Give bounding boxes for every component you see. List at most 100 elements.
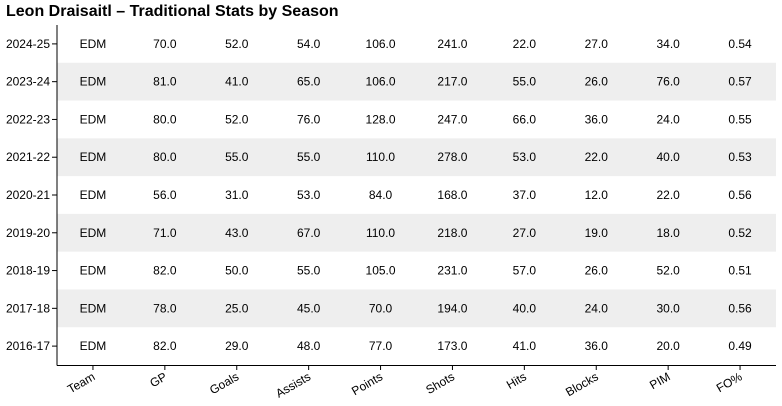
cell-2024-25-fo: 0.54 (728, 37, 752, 51)
cell-2021-22-fo: 0.53 (728, 150, 752, 164)
cell-2021-22-assists: 55.0 (297, 150, 321, 164)
x-axis: Team GP Goals Assists Points Shots Hits Blocks P… (57, 365, 776, 401)
cell-2023-24-gp: 81.0 (153, 75, 177, 89)
cell-2017-18-points: 70.0 (369, 301, 393, 315)
row-stripe-2019-20 (57, 213, 776, 252)
cell-2019-20-team: EDM (80, 226, 107, 240)
cell-2019-20-blocks: 19.0 (585, 226, 609, 240)
cell-2016-17-shots: 173.0 (437, 339, 467, 353)
x-tick-label-team: Team (65, 369, 97, 396)
cell-2016-17-gp: 82.0 (153, 339, 177, 353)
cell-2022-23-goals: 52.0 (225, 112, 249, 126)
cell-2019-20-assists: 67.0 (297, 226, 321, 240)
cell-2018-19-team: EDM (80, 264, 107, 278)
cell-2020-21-assists: 53.0 (297, 188, 321, 202)
cell-2018-19-gp: 82.0 (153, 264, 177, 278)
table-cells: EDM 70.0 52.0 54.0 106.0 241.0 22.0 27.0 34.0 0.5… (80, 37, 752, 353)
cell-2020-21-points: 84.0 (369, 188, 393, 202)
x-tick-label-goals: Goals (207, 369, 241, 397)
cell-2023-24-hits: 55.0 (513, 75, 537, 89)
cell-2021-22-pim: 40.0 (656, 150, 680, 164)
cell-2023-24-points: 106.0 (366, 75, 396, 89)
row-stripe-2021-22 (57, 138, 776, 177)
x-tick-label-blocks: Blocks (563, 369, 601, 399)
cell-2022-23-blocks: 36.0 (585, 112, 609, 126)
cell-2021-22-hits: 53.0 (513, 150, 537, 164)
cell-2024-25-hits: 22.0 (513, 37, 537, 51)
x-tick-label-points: Points (349, 369, 385, 398)
cell-2016-17-goals: 29.0 (225, 339, 249, 353)
cell-2018-19-assists: 55.0 (297, 264, 321, 278)
cell-2021-22-team: EDM (80, 150, 107, 164)
cell-2016-17-blocks: 36.0 (585, 339, 609, 353)
cell-2020-21-gp: 56.0 (153, 188, 177, 202)
cell-2019-20-pim: 18.0 (656, 226, 680, 240)
cell-2022-23-points: 128.0 (366, 112, 396, 126)
cell-2018-19-blocks: 26.0 (585, 264, 609, 278)
cell-2019-20-fo: 0.52 (728, 226, 752, 240)
row-stripe-2023-24 (57, 62, 776, 101)
cell-2019-20-shots: 218.0 (437, 226, 467, 240)
cell-2018-19-pim: 52.0 (656, 264, 680, 278)
cell-2024-25-blocks: 27.0 (585, 37, 609, 51)
cell-2020-21-shots: 168.0 (437, 188, 467, 202)
x-tick-label-gp: GP (147, 369, 169, 390)
cell-2020-21-team: EDM (80, 188, 107, 202)
y-tick-label-2022-23: 2022-23 (6, 112, 50, 126)
cell-2024-25-shots: 241.0 (437, 37, 467, 51)
cell-2022-23-hits: 66.0 (513, 112, 537, 126)
cell-2022-23-assists: 76.0 (297, 112, 321, 126)
cell-2023-24-assists: 65.0 (297, 75, 321, 89)
cell-2023-24-team: EDM (80, 75, 107, 89)
cell-2018-19-shots: 231.0 (437, 264, 467, 278)
cell-2024-25-team: EDM (80, 37, 107, 51)
cell-2016-17-points: 77.0 (369, 339, 393, 353)
cell-2024-25-pim: 34.0 (656, 37, 680, 51)
row-stripes (57, 62, 776, 328)
cell-2021-22-points: 110.0 (366, 150, 395, 164)
cell-2020-21-hits: 37.0 (513, 188, 537, 202)
cell-2021-22-blocks: 22.0 (585, 150, 609, 164)
y-tick-label-2023-24: 2023-24 (6, 75, 50, 89)
cell-2017-18-goals: 25.0 (225, 301, 249, 315)
cell-2023-24-fo: 0.57 (728, 75, 752, 89)
cell-2024-25-gp: 70.0 (153, 37, 177, 51)
cell-2016-17-hits: 41.0 (513, 339, 537, 353)
y-tick-label-2016-17: 2016-17 (6, 339, 50, 353)
cell-2020-21-blocks: 12.0 (585, 188, 609, 202)
cell-2021-22-shots: 278.0 (437, 150, 467, 164)
y-tick-label-2017-18: 2017-18 (6, 301, 50, 315)
cell-2024-25-assists: 54.0 (297, 37, 321, 51)
cell-2023-24-blocks: 26.0 (585, 75, 609, 89)
cell-2017-18-fo: 0.56 (728, 301, 752, 315)
cell-2021-22-gp: 80.0 (153, 150, 177, 164)
cell-2018-19-points: 105.0 (366, 264, 396, 278)
cell-2017-18-team: EDM (80, 301, 107, 315)
cell-2020-21-pim: 22.0 (656, 188, 680, 202)
cell-2017-18-gp: 78.0 (153, 301, 177, 315)
cell-2022-23-shots: 247.0 (437, 112, 467, 126)
cell-2023-24-goals: 41.0 (225, 75, 249, 89)
x-tick-label-fo: FO% (714, 369, 745, 395)
x-tick-label-shots: Shots (423, 369, 457, 396)
cell-2022-23-team: EDM (80, 112, 107, 126)
cell-2019-20-hits: 27.0 (513, 226, 537, 240)
cell-2018-19-goals: 50.0 (225, 264, 249, 278)
cell-2019-20-gp: 71.0 (153, 226, 177, 240)
cell-2016-17-assists: 48.0 (297, 339, 321, 353)
y-tick-label-2021-22: 2021-22 (6, 150, 50, 164)
row-stripe-2017-18 (57, 289, 776, 328)
y-tick-label-2018-19: 2018-19 (6, 264, 50, 278)
x-tick-label-pim: PIM (647, 369, 672, 392)
cell-2017-18-pim: 30.0 (656, 301, 680, 315)
cell-2019-20-goals: 43.0 (225, 226, 249, 240)
cell-2016-17-fo: 0.49 (728, 339, 752, 353)
y-tick-label-2020-21: 2020-21 (6, 188, 50, 202)
y-axis: 2024-25 2023-24 2022-23 2021-22 2020-21 2019-… (6, 25, 58, 366)
cell-2018-19-hits: 57.0 (513, 264, 537, 278)
y-tick-label-2024-25: 2024-25 (6, 37, 50, 51)
y-tick-label-2019-20: 2019-20 (6, 226, 50, 240)
x-tick-label-hits: Hits (504, 369, 529, 391)
cell-2016-17-pim: 20.0 (656, 339, 680, 353)
